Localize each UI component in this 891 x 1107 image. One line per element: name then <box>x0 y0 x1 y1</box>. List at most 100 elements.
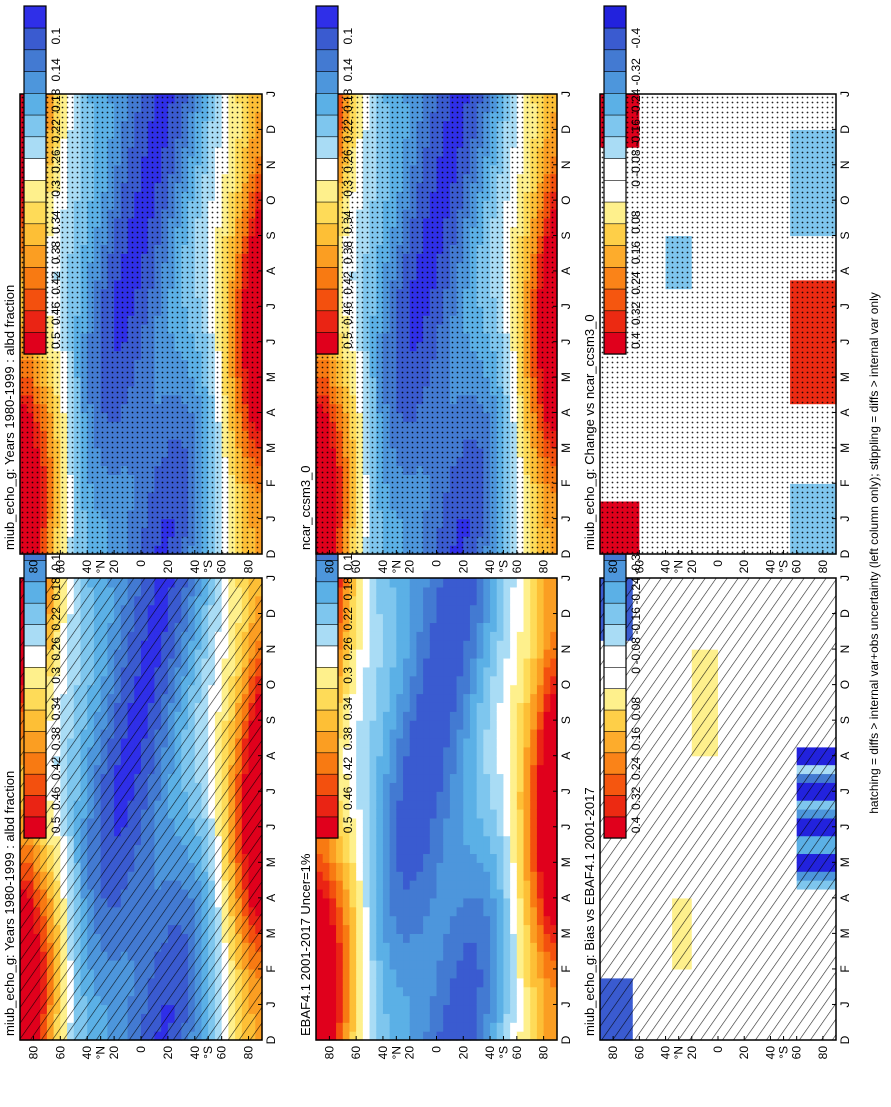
heatmap-cell <box>403 977 411 988</box>
heatmap-cell <box>362 835 371 846</box>
lat-tick-label: 80 <box>26 1046 40 1060</box>
heatmap-cell <box>336 613 344 624</box>
heatmap-cell <box>436 640 444 650</box>
heatmap-cell <box>342 880 351 890</box>
heatmap-cell <box>389 986 397 997</box>
month-tick-label: N <box>264 160 278 169</box>
heatmap-cell <box>409 951 418 961</box>
heatmap-cell <box>403 835 411 846</box>
heatmap-cell <box>396 720 404 730</box>
colorbar-swatch <box>23 136 47 159</box>
heatmap-cell <box>443 657 451 668</box>
heatmap-cell <box>396 915 404 926</box>
heatmap-cell <box>429 720 438 730</box>
heatmap-cell <box>329 888 337 899</box>
heatmap-cell <box>449 729 458 739</box>
heatmap-cell <box>403 613 411 624</box>
heatmap-cell <box>416 853 424 863</box>
heatmap-cell <box>416 1031 424 1041</box>
month-tick-label: D <box>264 609 278 618</box>
heatmap-cell <box>342 951 351 961</box>
significance-overlay <box>20 94 262 554</box>
heatmap-cell <box>389 595 397 606</box>
heatmap-cell <box>356 924 364 934</box>
heatmap-cell <box>403 782 411 792</box>
heatmap-cell <box>436 915 444 926</box>
heatmap-cell <box>356 951 364 961</box>
colorbar-label: 0.42 <box>49 271 63 295</box>
heatmap-cell <box>429 1004 438 1014</box>
heatmap-cell <box>423 933 431 943</box>
colorbar-label: 0.34 <box>49 697 63 721</box>
heatmap-cell <box>369 960 377 970</box>
heatmap-cell <box>369 853 377 863</box>
colorbar-label: 0.42 <box>49 756 63 780</box>
heatmap-cell <box>416 888 424 899</box>
heatmap-cell <box>349 604 357 615</box>
heatmap-cell <box>409 924 418 934</box>
colorbar-swatch <box>23 49 47 72</box>
heatmap-cell <box>369 888 377 899</box>
heatmap-cell <box>423 702 431 712</box>
panel-top-right: miub_echo_g: Years 1980-1999 : albd frac… <box>2 5 278 573</box>
heatmap-cell <box>409 809 418 819</box>
heatmap-cell <box>349 1031 357 1041</box>
heatmap-cell <box>329 951 337 961</box>
heatmap-cell <box>396 782 404 792</box>
heatmap-cell <box>403 666 411 677</box>
heatmap-cell <box>369 640 377 650</box>
heatmap-cell <box>336 844 344 855</box>
heatmap-cell <box>369 862 377 872</box>
heatmap-cell <box>403 1031 411 1041</box>
heatmap-cell <box>342 960 351 970</box>
lat-tick-label: °S <box>201 560 215 573</box>
heatmap-cell <box>342 915 351 926</box>
heatmap-cell <box>342 631 351 641</box>
heatmap-cell <box>436 684 444 695</box>
heatmap-cell <box>316 968 324 979</box>
heatmap-cell <box>349 897 357 908</box>
heatmap-cell <box>403 649 411 659</box>
colorbar-label: 0.26 <box>49 637 63 661</box>
heatmap-cell <box>416 595 424 606</box>
heatmap-cell <box>382 933 391 943</box>
heatmap-cell <box>443 1013 451 1023</box>
heatmap-cell <box>376 613 384 624</box>
heatmap-cell <box>396 666 404 677</box>
heatmap-cell <box>322 844 330 855</box>
heatmap-cell <box>443 986 451 997</box>
heatmap-cell <box>376 782 384 792</box>
heatmap-cell <box>429 942 438 952</box>
heatmap-cell <box>403 809 411 819</box>
heatmap-cell <box>356 586 364 597</box>
heatmap-cell <box>369 800 377 810</box>
heatmap-cell <box>382 773 391 783</box>
panel-top-left: miub_echo_g: Years 1980-1999 : albd frac… <box>2 495 278 1060</box>
heatmap-cell <box>389 702 397 712</box>
heatmap-cell <box>416 915 424 926</box>
heatmap-cell <box>342 888 351 899</box>
heatmap-cell <box>423 640 431 650</box>
heatmap-cell <box>396 888 404 899</box>
heatmap-cell <box>416 613 424 624</box>
heatmap-cell <box>356 977 364 988</box>
heatmap-cell <box>362 1031 371 1041</box>
heatmap-cell <box>329 977 337 988</box>
heatmap-cell <box>342 604 351 615</box>
heatmap-cell <box>316 1031 324 1041</box>
heatmap-cell <box>336 809 344 819</box>
heatmap-cell <box>416 729 424 739</box>
heatmap-cell <box>423 995 431 1006</box>
heatmap-cell <box>409 604 418 615</box>
heatmap-cell <box>382 1004 391 1014</box>
heatmap-cell <box>443 880 451 890</box>
heatmap-cell <box>382 586 391 597</box>
heatmap-cell <box>329 897 337 908</box>
heatmap-cell <box>356 888 364 899</box>
heatmap-cell <box>336 835 344 846</box>
heatmap-cell <box>342 764 351 775</box>
heatmap-cell <box>443 933 451 943</box>
heatmap-cell <box>389 1004 397 1014</box>
heatmap-cell <box>316 995 324 1006</box>
heatmap-cell <box>389 755 397 766</box>
